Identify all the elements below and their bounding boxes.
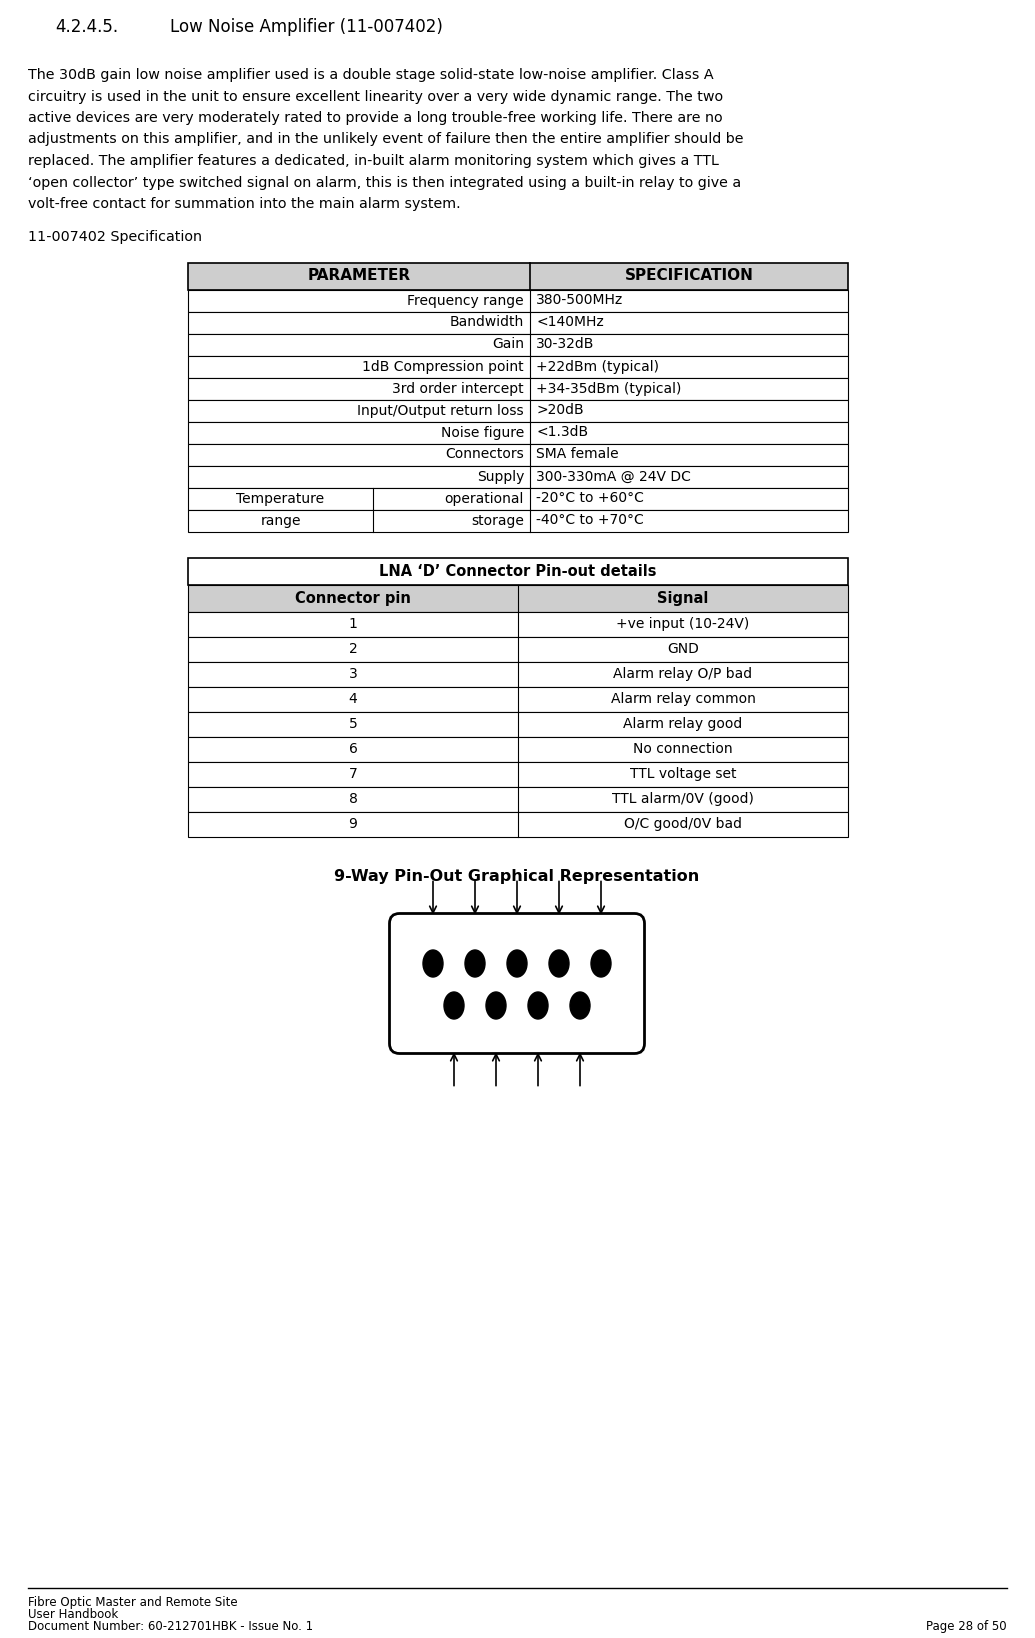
Ellipse shape <box>444 993 464 1019</box>
Text: The 30dB gain low noise amplifier used is a double stage solid-state low-noise a: The 30dB gain low noise amplifier used i… <box>28 69 713 82</box>
Ellipse shape <box>486 993 506 1019</box>
Text: >20dB: >20dB <box>536 403 584 418</box>
Text: LNA ‘D’ Connector Pin-out details: LNA ‘D’ Connector Pin-out details <box>379 563 657 578</box>
Ellipse shape <box>528 993 548 1019</box>
Text: Bandwidth: Bandwidth <box>450 316 524 329</box>
Bar <box>188 611 848 637</box>
Bar <box>188 465 848 488</box>
Text: operational: operational <box>445 491 524 506</box>
Text: Alarm relay O/P bad: Alarm relay O/P bad <box>614 667 752 681</box>
Text: O/C good/0V bad: O/C good/0V bad <box>624 817 742 830</box>
Text: volt-free contact for summation into the main alarm system.: volt-free contact for summation into the… <box>28 197 461 211</box>
Text: 9-Way Pin-Out Graphical Representation: 9-Way Pin-Out Graphical Representation <box>334 868 700 883</box>
Ellipse shape <box>591 950 611 976</box>
Text: SMA female: SMA female <box>536 447 619 462</box>
Bar <box>188 377 848 400</box>
Text: No connection: No connection <box>633 742 733 757</box>
Text: Document Number: 60-212701HBK - Issue No. 1: Document Number: 60-212701HBK - Issue No… <box>28 1620 314 1633</box>
Ellipse shape <box>507 950 527 976</box>
Text: +34-35dBm (typical): +34-35dBm (typical) <box>536 382 681 395</box>
Text: +22dBm (typical): +22dBm (typical) <box>536 359 659 373</box>
Text: -20°C to +60°C: -20°C to +60°C <box>536 491 644 506</box>
Text: 11-007402 Specification: 11-007402 Specification <box>28 231 202 244</box>
Text: 3: 3 <box>349 667 357 681</box>
Ellipse shape <box>570 993 590 1019</box>
Text: 30-32dB: 30-32dB <box>536 337 594 352</box>
Text: active devices are very moderately rated to provide a long trouble-free working : active devices are very moderately rated… <box>28 111 722 124</box>
Text: 4: 4 <box>349 691 357 706</box>
Bar <box>188 811 848 837</box>
Text: Frequency range: Frequency range <box>408 293 524 308</box>
Bar <box>188 786 848 811</box>
Text: TTL voltage set: TTL voltage set <box>629 767 736 781</box>
Ellipse shape <box>549 950 569 976</box>
Bar <box>188 711 848 737</box>
Text: SPECIFICATION: SPECIFICATION <box>624 269 753 283</box>
Text: 8: 8 <box>349 793 357 806</box>
Text: GND: GND <box>668 642 699 655</box>
Text: 4.2.4.5.: 4.2.4.5. <box>55 18 118 36</box>
Ellipse shape <box>423 950 443 976</box>
Bar <box>188 355 848 377</box>
Text: 1dB Compression point: 1dB Compression point <box>362 359 524 373</box>
Bar <box>188 488 848 509</box>
Bar <box>188 662 848 686</box>
Text: Fibre Optic Master and Remote Site: Fibre Optic Master and Remote Site <box>28 1595 238 1609</box>
Text: TTL alarm/0V (good): TTL alarm/0V (good) <box>612 793 753 806</box>
Text: 300-330mA @ 24V DC: 300-330mA @ 24V DC <box>536 470 691 483</box>
Text: circuitry is used in the unit to ensure excellent linearity over a very wide dyn: circuitry is used in the unit to ensure … <box>28 90 723 103</box>
Text: Input/Output return loss: Input/Output return loss <box>357 403 524 418</box>
Bar <box>188 585 848 611</box>
Text: <140MHz: <140MHz <box>536 316 603 329</box>
Text: storage: storage <box>471 513 524 527</box>
Text: Temperature: Temperature <box>236 491 325 506</box>
Text: Connectors: Connectors <box>445 447 524 462</box>
Text: Page 28 of 50: Page 28 of 50 <box>926 1620 1007 1633</box>
Text: 5: 5 <box>349 717 357 731</box>
FancyBboxPatch shape <box>389 914 645 1053</box>
Text: range: range <box>260 513 301 527</box>
Text: -40°C to +70°C: -40°C to +70°C <box>536 513 644 527</box>
Bar <box>188 334 848 355</box>
Text: Alarm relay good: Alarm relay good <box>623 717 743 731</box>
Text: 2: 2 <box>349 642 357 655</box>
Bar <box>188 509 848 531</box>
Text: adjustments on this amplifier, and in the unlikely event of failure then the ent: adjustments on this amplifier, and in th… <box>28 133 743 146</box>
Text: +ve input (10-24V): +ve input (10-24V) <box>617 618 749 631</box>
Text: 3rd order intercept: 3rd order intercept <box>392 382 524 395</box>
Bar <box>188 737 848 762</box>
Text: ‘open collector’ type switched signal on alarm, this is then integrated using a : ‘open collector’ type switched signal on… <box>28 175 741 190</box>
Text: Supply: Supply <box>477 470 524 483</box>
Text: Low Noise Amplifier (11-007402): Low Noise Amplifier (11-007402) <box>170 18 443 36</box>
Text: Connector pin: Connector pin <box>295 591 411 606</box>
Text: Signal: Signal <box>657 591 709 606</box>
Text: User Handbook: User Handbook <box>28 1609 118 1622</box>
Bar <box>188 400 848 421</box>
Text: 6: 6 <box>349 742 357 757</box>
Bar <box>188 262 848 290</box>
Text: <1.3dB: <1.3dB <box>536 426 588 439</box>
Bar <box>188 290 848 311</box>
Text: Noise figure: Noise figure <box>441 426 524 439</box>
Text: Alarm relay common: Alarm relay common <box>611 691 756 706</box>
Bar <box>188 311 848 334</box>
Bar <box>188 444 848 465</box>
Text: PARAMETER: PARAMETER <box>307 269 411 283</box>
Text: 9: 9 <box>349 817 357 830</box>
Text: Gain: Gain <box>492 337 524 352</box>
Bar <box>188 686 848 711</box>
Ellipse shape <box>465 950 485 976</box>
Text: replaced. The amplifier features a dedicated, in-built alarm monitoring system w: replaced. The amplifier features a dedic… <box>28 154 719 169</box>
Text: 7: 7 <box>349 767 357 781</box>
Text: 1: 1 <box>349 618 357 631</box>
Bar <box>188 557 848 585</box>
Bar <box>188 762 848 786</box>
Bar <box>188 421 848 444</box>
Bar <box>188 637 848 662</box>
Text: 380-500MHz: 380-500MHz <box>536 293 623 308</box>
